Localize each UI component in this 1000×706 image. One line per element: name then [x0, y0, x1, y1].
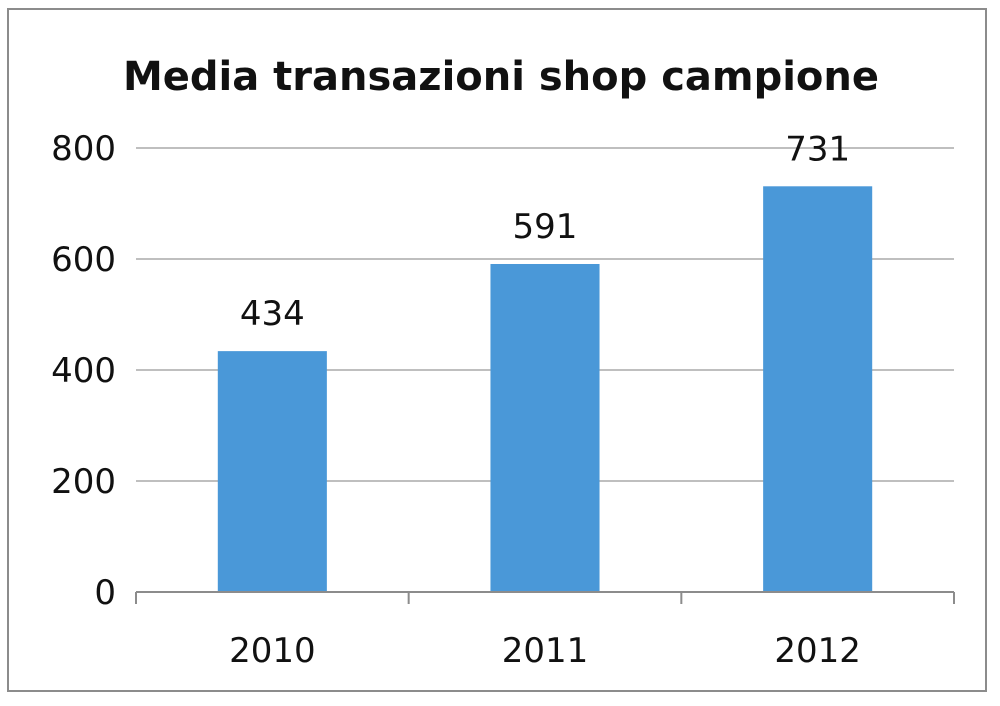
x-tick-label-2010: 2010	[229, 631, 316, 671]
chart-title: Media transazioni shop campione	[123, 54, 879, 100]
x-axis	[135, 591, 955, 604]
data-label-2012: 731	[785, 129, 850, 169]
x-axis-tick-labels: 2010 2011 2012	[229, 631, 861, 671]
x-tick-label-2011: 2011	[502, 631, 589, 671]
x-tick-label-2012: 2012	[774, 631, 861, 671]
y-tick-label-0: 0	[94, 573, 116, 613]
bar-2010	[217, 351, 327, 592]
data-label-2011: 591	[513, 207, 578, 247]
bar-2012	[763, 186, 873, 593]
chart-frame: Media transazioni shop campione 0 200 400 6…	[7, 8, 987, 692]
y-tick-label-800: 800	[51, 129, 116, 169]
y-tick-label-600: 600	[51, 240, 116, 280]
bar-chart: Media transazioni shop campione 0 200 400 6…	[51, 54, 955, 671]
bar-2011	[490, 263, 600, 592]
y-tick-label-200: 200	[51, 462, 116, 502]
y-axis-tick-labels: 0 200 400 600 800	[51, 129, 116, 613]
data-label-2010: 434	[240, 294, 305, 334]
y-tick-label-400: 400	[51, 351, 116, 391]
data-labels: 434 591 731	[240, 129, 850, 334]
bars	[217, 186, 873, 593]
